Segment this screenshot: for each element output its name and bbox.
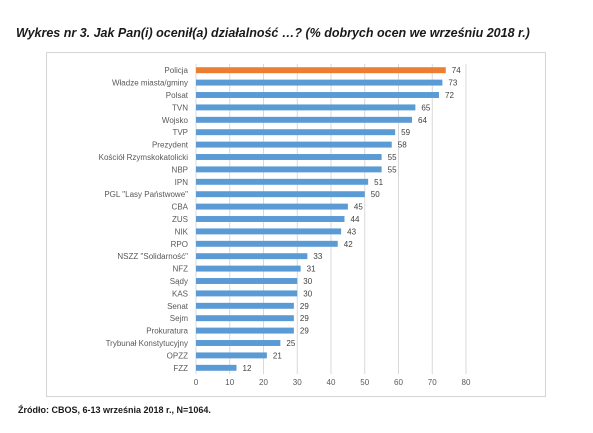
category-label: NIK	[175, 227, 189, 236]
bar	[196, 352, 267, 359]
x-tick-label: 70	[428, 378, 437, 387]
bar	[196, 315, 294, 322]
data-label: 74	[452, 66, 461, 75]
x-tick-label: 80	[462, 378, 471, 387]
x-tick-label: 10	[225, 378, 234, 387]
category-label: Senat	[167, 302, 189, 311]
category-label: RPO	[171, 240, 188, 249]
x-tick-label: 50	[360, 378, 369, 387]
data-label: 50	[371, 190, 380, 199]
bar	[196, 364, 237, 371]
bar	[196, 240, 338, 247]
data-label: 55	[388, 153, 397, 162]
data-label: 51	[374, 178, 383, 187]
data-label: 72	[445, 91, 454, 100]
x-tick-label: 20	[259, 378, 268, 387]
data-label: 25	[286, 339, 295, 348]
category-label: TVN	[172, 103, 188, 112]
category-label: Sądy	[170, 277, 188, 286]
category-label: Sejm	[170, 314, 189, 323]
data-label: 45	[354, 203, 363, 212]
category-label: FZZ	[173, 364, 188, 373]
data-label: 29	[300, 302, 309, 311]
category-label: Kościół Rzymskokatolicki	[99, 153, 189, 162]
bar	[196, 166, 382, 173]
category-label: IPN	[175, 178, 189, 187]
category-label: Policja	[164, 66, 188, 75]
bar	[196, 191, 365, 198]
bar	[196, 203, 348, 210]
category-label: PGL "Lasy Państwowe"	[104, 190, 188, 199]
data-label: 42	[344, 240, 353, 249]
x-tick-label: 30	[293, 378, 302, 387]
category-label: NFZ	[172, 265, 188, 274]
bar	[196, 278, 298, 284]
data-label: 29	[300, 327, 309, 336]
bar	[196, 228, 342, 235]
data-label: 64	[418, 116, 427, 125]
bar	[196, 129, 396, 136]
data-label: 58	[398, 141, 407, 150]
data-label: 31	[307, 265, 316, 274]
bar	[196, 302, 294, 309]
bar	[196, 141, 392, 148]
x-tick-label: 60	[394, 378, 403, 387]
category-label: NBP	[172, 165, 188, 174]
data-label: 21	[273, 351, 282, 360]
data-label: 65	[421, 103, 430, 112]
category-label: Trybunał Konstytucyjny	[106, 339, 188, 348]
x-tick-label: 40	[327, 378, 336, 387]
category-label: NSZZ "Solidarność"	[117, 252, 188, 261]
data-label: 73	[448, 79, 457, 88]
category-label: OPZZ	[167, 351, 188, 360]
x-tick-label: 0	[194, 378, 199, 387]
data-label: 33	[313, 252, 322, 261]
bar	[196, 116, 412, 123]
data-label: 29	[300, 314, 309, 323]
bar	[196, 340, 281, 346]
bar	[196, 67, 446, 74]
bar	[196, 104, 416, 111]
data-label: 44	[351, 215, 360, 224]
bar	[196, 92, 439, 98]
category-label: Polsat	[166, 91, 189, 100]
bar	[196, 216, 345, 222]
bar	[196, 290, 298, 297]
category-label: TVP	[172, 128, 188, 137]
bar	[196, 178, 369, 185]
category-label: Prezydent	[152, 141, 189, 150]
category-label: KAS	[172, 289, 188, 298]
data-label: 59	[401, 128, 410, 137]
data-label: 43	[347, 227, 356, 236]
category-label: ZUS	[172, 215, 188, 224]
data-label: 30	[303, 277, 312, 286]
category-label: Prokuratura	[146, 327, 188, 336]
bar	[196, 265, 301, 272]
bar	[196, 253, 308, 260]
category-label: CBA	[172, 203, 189, 212]
chart-frame	[46, 52, 546, 397]
source-note: Źródło: CBOS, 6-13 września 2018 r., N=1…	[18, 405, 211, 415]
data-label: 12	[243, 364, 252, 373]
category-label: Władze miasta/gminy	[112, 79, 188, 88]
bar	[196, 79, 443, 86]
chart-title: Wykres nr 3. Jak Pan(i) ocenił(a) działa…	[16, 26, 530, 40]
data-label: 55	[388, 165, 397, 174]
data-label: 30	[303, 289, 312, 298]
bar	[196, 327, 294, 334]
bar	[196, 154, 382, 160]
category-label: Wojsko	[162, 116, 189, 125]
